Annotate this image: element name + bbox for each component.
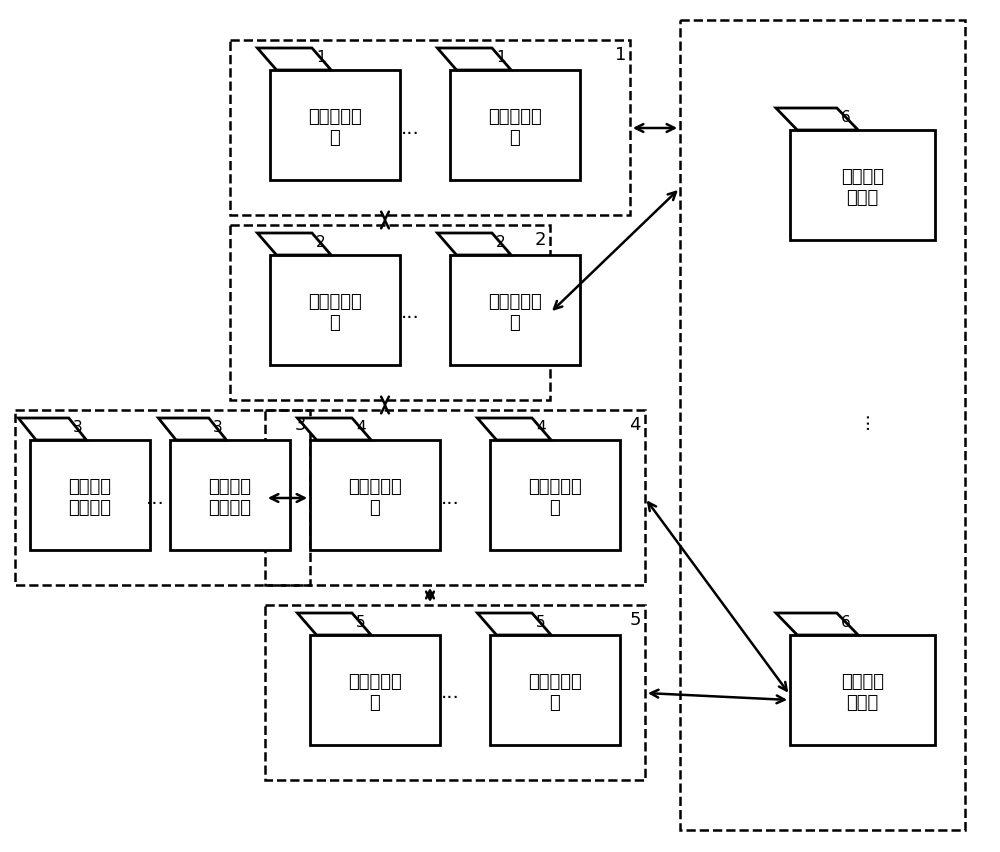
Text: 2: 2 xyxy=(496,235,506,250)
Text: 问题处理装: 问题处理装 xyxy=(348,673,402,691)
Bar xyxy=(310,635,440,745)
Text: 环境参数: 环境参数 xyxy=(208,478,252,496)
Polygon shape xyxy=(297,613,371,635)
Polygon shape xyxy=(776,108,858,130)
Text: 5: 5 xyxy=(630,611,641,629)
Text: 1: 1 xyxy=(615,46,626,64)
Text: 置: 置 xyxy=(510,314,520,332)
Text: ...: ... xyxy=(146,488,164,508)
Text: 收集装置: 收集装置 xyxy=(208,499,252,517)
Text: 收集装置: 收集装置 xyxy=(68,499,112,517)
Bar xyxy=(30,440,150,550)
Text: 1: 1 xyxy=(496,50,506,65)
Bar xyxy=(15,410,310,585)
Text: 1: 1 xyxy=(316,50,326,65)
Bar xyxy=(310,440,440,550)
Bar xyxy=(270,255,400,365)
Text: 6: 6 xyxy=(841,110,851,125)
Text: ...: ... xyxy=(401,303,419,323)
Polygon shape xyxy=(776,613,858,635)
Bar xyxy=(790,130,935,240)
Text: 4: 4 xyxy=(356,420,366,435)
Polygon shape xyxy=(437,48,511,70)
Text: 参数解析装: 参数解析装 xyxy=(348,478,402,496)
Polygon shape xyxy=(297,418,371,440)
Bar xyxy=(265,605,645,780)
Bar xyxy=(265,410,645,585)
Bar xyxy=(490,635,620,745)
Text: 6: 6 xyxy=(841,615,851,630)
Polygon shape xyxy=(18,418,86,440)
Text: 置: 置 xyxy=(330,314,340,332)
Text: 置: 置 xyxy=(370,694,380,712)
Text: 置: 置 xyxy=(330,129,340,147)
Bar xyxy=(450,70,580,180)
Bar xyxy=(170,440,290,550)
Text: 规则解析装: 规则解析装 xyxy=(308,293,362,311)
Bar xyxy=(450,255,580,365)
Polygon shape xyxy=(257,48,331,70)
Text: ...: ... xyxy=(441,488,459,508)
Text: 置: 置 xyxy=(370,499,380,517)
Polygon shape xyxy=(158,418,226,440)
Text: ...: ... xyxy=(401,118,419,137)
Text: 置: 置 xyxy=(510,129,520,147)
Bar xyxy=(680,20,965,830)
Text: 规则解析装: 规则解析装 xyxy=(488,293,542,311)
Polygon shape xyxy=(477,613,551,635)
Text: ...: ... xyxy=(441,683,459,703)
Text: 3: 3 xyxy=(213,420,223,435)
Text: 参数解析装: 参数解析装 xyxy=(528,478,582,496)
Bar xyxy=(790,635,935,745)
Text: 4: 4 xyxy=(536,420,546,435)
Text: 规则定义装: 规则定义装 xyxy=(308,108,362,126)
Text: 2: 2 xyxy=(316,235,326,250)
Polygon shape xyxy=(477,418,551,440)
Text: 5: 5 xyxy=(356,615,366,630)
Text: 环境参数: 环境参数 xyxy=(68,478,112,496)
Text: 问题处理装: 问题处理装 xyxy=(528,673,582,691)
Bar xyxy=(230,40,630,215)
Text: ...: ... xyxy=(852,411,872,429)
Text: 日志与预: 日志与预 xyxy=(841,168,884,186)
Text: 警装置: 警装置 xyxy=(846,189,879,207)
Polygon shape xyxy=(437,233,511,255)
Text: 2: 2 xyxy=(534,231,546,249)
Text: 3: 3 xyxy=(294,416,306,434)
Text: 日志与预: 日志与预 xyxy=(841,673,884,691)
Text: 3: 3 xyxy=(73,420,83,435)
Text: 5: 5 xyxy=(536,615,546,630)
Bar xyxy=(490,440,620,550)
Polygon shape xyxy=(257,233,331,255)
Text: 警装置: 警装置 xyxy=(846,694,879,712)
Bar xyxy=(230,225,550,400)
Text: 4: 4 xyxy=(630,416,641,434)
Text: 置: 置 xyxy=(550,694,560,712)
Bar xyxy=(270,70,400,180)
Text: 置: 置 xyxy=(550,499,560,517)
Text: 规则定义装: 规则定义装 xyxy=(488,108,542,126)
